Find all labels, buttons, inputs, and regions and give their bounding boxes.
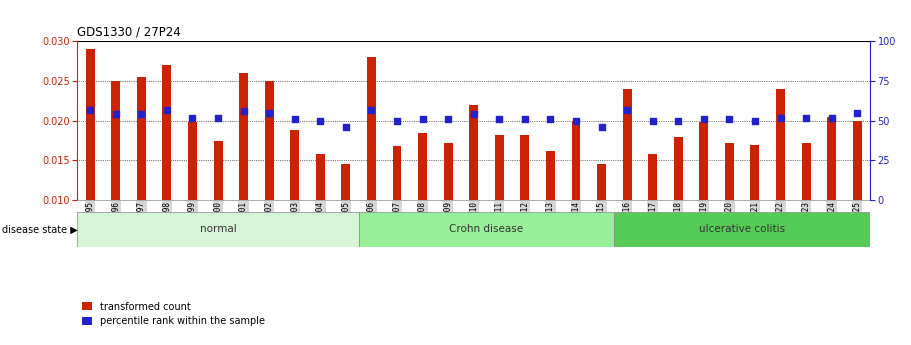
Bar bbox=[853, 121, 862, 200]
Bar bbox=[776, 89, 785, 200]
Point bbox=[108, 112, 123, 117]
Text: normal: normal bbox=[200, 225, 237, 234]
Bar bbox=[649, 154, 657, 200]
Point bbox=[134, 112, 148, 117]
Point bbox=[441, 116, 456, 122]
Point bbox=[390, 118, 404, 124]
Bar bbox=[367, 57, 376, 200]
Bar bbox=[162, 65, 171, 200]
Bar bbox=[393, 146, 402, 200]
Text: GDS1330 / 27P24: GDS1330 / 27P24 bbox=[77, 26, 181, 39]
Point bbox=[261, 110, 276, 116]
Bar bbox=[316, 154, 325, 200]
Point bbox=[671, 118, 686, 124]
Point bbox=[339, 124, 353, 130]
Text: disease state ▶: disease state ▶ bbox=[2, 225, 77, 234]
Point bbox=[722, 116, 737, 122]
Bar bbox=[614, 212, 870, 247]
Point bbox=[83, 107, 97, 112]
Bar bbox=[111, 81, 120, 200]
Point bbox=[619, 107, 634, 112]
Bar bbox=[265, 81, 273, 200]
Bar bbox=[359, 212, 614, 247]
Bar bbox=[240, 73, 248, 200]
Point bbox=[364, 107, 379, 112]
Bar bbox=[469, 105, 478, 200]
Bar bbox=[342, 164, 351, 200]
Bar bbox=[751, 145, 760, 200]
Bar bbox=[137, 77, 146, 200]
Bar bbox=[520, 135, 529, 200]
Point bbox=[568, 118, 583, 124]
Point bbox=[236, 108, 251, 114]
Bar bbox=[188, 122, 197, 200]
Point bbox=[313, 118, 328, 124]
Bar bbox=[674, 137, 682, 200]
Text: ulcerative colitis: ulcerative colitis bbox=[699, 225, 785, 234]
Point bbox=[185, 115, 200, 120]
Legend: transformed count, percentile rank within the sample: transformed count, percentile rank withi… bbox=[82, 302, 265, 326]
Text: Crohn disease: Crohn disease bbox=[449, 225, 524, 234]
Bar bbox=[291, 130, 299, 200]
Bar bbox=[802, 143, 811, 200]
Bar bbox=[827, 117, 836, 200]
Point bbox=[850, 110, 865, 116]
Point bbox=[645, 118, 660, 124]
Point bbox=[799, 115, 814, 120]
Point bbox=[517, 116, 532, 122]
Point bbox=[492, 116, 507, 122]
Point bbox=[594, 124, 609, 130]
Bar bbox=[77, 212, 359, 247]
Point bbox=[288, 116, 302, 122]
Point bbox=[824, 115, 839, 120]
Point bbox=[543, 116, 558, 122]
Bar bbox=[700, 122, 708, 200]
Point bbox=[773, 115, 788, 120]
Bar bbox=[418, 134, 427, 200]
Bar bbox=[571, 121, 580, 200]
Point bbox=[159, 107, 174, 112]
Bar bbox=[86, 49, 95, 200]
Bar bbox=[597, 164, 606, 200]
Bar bbox=[725, 143, 734, 200]
Bar bbox=[495, 135, 504, 200]
Point bbox=[415, 116, 430, 122]
Bar bbox=[444, 143, 453, 200]
Point bbox=[210, 115, 225, 120]
Bar bbox=[213, 141, 222, 200]
Bar bbox=[622, 89, 631, 200]
Point bbox=[697, 116, 711, 122]
Point bbox=[748, 118, 763, 124]
Bar bbox=[546, 151, 555, 200]
Point bbox=[466, 112, 481, 117]
